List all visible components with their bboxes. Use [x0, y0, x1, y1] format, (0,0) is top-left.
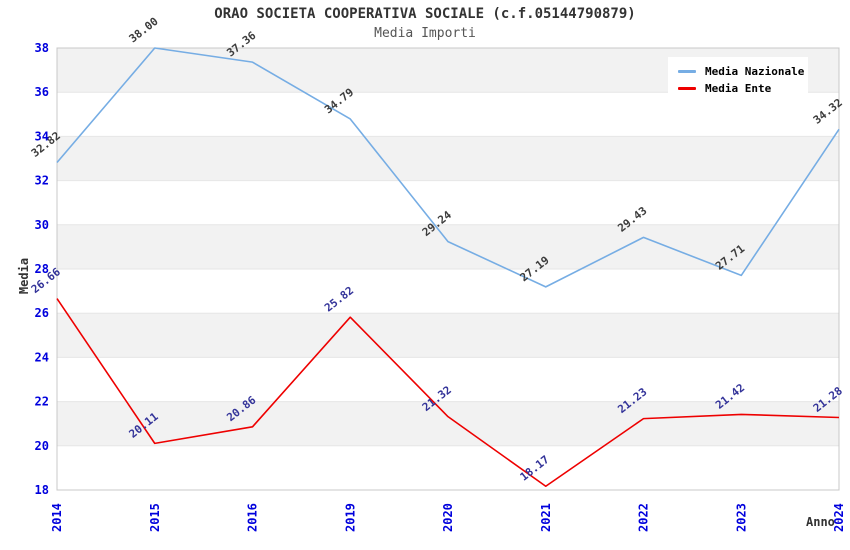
- plot-band: [57, 180, 839, 225]
- y-tick-label: 32: [35, 174, 49, 188]
- x-tick-label: 2022: [637, 503, 651, 532]
- y-tick-label: 24: [35, 350, 49, 364]
- y-axis-title: Media: [17, 258, 31, 294]
- chart-legend: Media Nazionale Media Ente: [668, 57, 808, 103]
- y-tick-label: 30: [35, 218, 49, 232]
- y-tick-label: 38: [35, 41, 49, 55]
- plot-border: [56, 47, 840, 491]
- chart-subtitle: Media Importi: [374, 26, 476, 41]
- y-tick-label: 18: [35, 483, 49, 497]
- plot-band: [57, 136, 839, 181]
- x-tick-label: 2015: [148, 503, 162, 532]
- x-axis-title: Anno: [806, 515, 835, 529]
- y-tick-label: 22: [35, 395, 49, 409]
- legend-label: Media Ente: [705, 82, 772, 95]
- plot-band: [57, 224, 839, 269]
- x-tick-label: 2023: [734, 503, 748, 532]
- plot-band: [57, 313, 839, 358]
- plot-band: [57, 357, 839, 402]
- x-tick-label: 2016: [246, 503, 260, 532]
- y-tick-label: 34: [35, 129, 49, 143]
- legend-label: Media Nazionale: [705, 65, 805, 78]
- data-label: 38.00: [127, 15, 161, 46]
- x-tick-label: 2014: [50, 503, 64, 532]
- y-tick-label: 20: [35, 439, 49, 453]
- series-line-media-nazionale: [56, 47, 840, 288]
- legend-swatch-blue-line-icon: [678, 70, 696, 73]
- y-tick-label: 36: [35, 85, 49, 99]
- series-line-media-ente: [56, 298, 840, 488]
- legend-swatch-red-line-icon: [678, 87, 696, 90]
- plot-band: [57, 445, 839, 490]
- x-tick-label: 2019: [343, 503, 357, 532]
- x-tick-label: 2021: [539, 503, 553, 532]
- legend-item-media-nazionale: Media Nazionale: [678, 65, 804, 78]
- y-tick-label: 26: [35, 306, 49, 320]
- x-tick-label: 2024: [832, 503, 846, 532]
- y-tick-label: 28: [35, 262, 49, 276]
- chart-title: ORAO SOCIETA COOPERATIVA SOCIALE (c.f.05…: [214, 6, 636, 22]
- x-tick-label: 2020: [441, 503, 455, 532]
- legend-item-media-ente: Media Ente: [678, 82, 798, 95]
- plot-band: [57, 269, 839, 314]
